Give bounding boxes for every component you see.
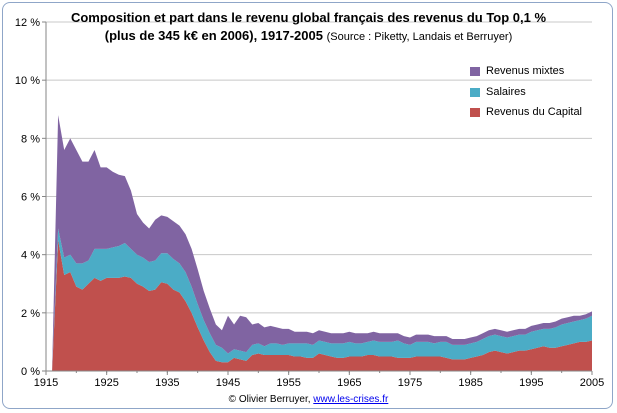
chart-title: Composition et part dans le revenu globa… — [70, 10, 547, 25]
x-tick-label: 1955 — [276, 377, 300, 389]
legend-item-revenus-mixtes: Revenus mixtes — [470, 64, 564, 78]
x-tick-label: 2005 — [580, 377, 604, 389]
chart-subtitle-main: (plus de 345 k€ en 2006), 1917-2005 — [104, 28, 323, 43]
area-series-revenus-du-capital — [46, 240, 592, 371]
y-tick-label: 2 % — [21, 308, 40, 320]
area-series-salaires — [46, 228, 592, 371]
legend-swatch-revenus-mixtes — [470, 66, 480, 76]
y-tick-label: 0 % — [21, 366, 40, 378]
legend-label-salaires: Salaires — [486, 86, 526, 98]
x-tick-label: 1995 — [519, 377, 543, 389]
credit-text: © Olivier Berruyer, — [228, 394, 311, 405]
x-tick-label: 1935 — [155, 377, 179, 389]
legend-label-revenus-du-capital: Revenus du Capital — [486, 106, 583, 118]
y-tick-label: 8 % — [21, 133, 40, 145]
legend-item-revenus-du-capital: Revenus du Capital — [470, 105, 582, 119]
x-tick-label: 1975 — [398, 377, 422, 389]
legend-label-revenus-mixtes: Revenus mixtes — [486, 65, 565, 77]
stacked-areas — [46, 115, 592, 371]
x-tick-label: 1925 — [94, 377, 118, 389]
legend-item-salaires: Salaires — [470, 85, 526, 99]
legend-swatch-revenus-du-capital — [470, 107, 480, 117]
legend-swatch-salaires — [470, 87, 480, 97]
x-tick-label: 1985 — [458, 377, 482, 389]
y-tick-label: 10 % — [15, 75, 40, 87]
x-tick-label: 1945 — [216, 377, 240, 389]
chart-source: (Source : Piketty, Landais et Berruyer) — [326, 31, 513, 43]
x-tick-label: 1915 — [34, 377, 58, 389]
y-tick-label: 4 % — [21, 250, 40, 262]
axes: 0 % 2 % 4 % 6 % 8 % 10 % 12 % 1915 1925 1935 1945 1… — [15, 17, 604, 389]
y-tick-label: 6 % — [21, 192, 40, 204]
chart-subtitle: (plus de 345 k€ en 2006), 1917-2005 (Sou… — [0, 28, 617, 43]
credit-line: © Olivier Berruyer, www.les-crises.fr — [0, 394, 617, 405]
y-tick-label: 12 % — [15, 17, 40, 29]
area-series-revenus-mixtes — [46, 115, 592, 371]
credit-link[interactable]: www.les-crises.fr — [313, 394, 389, 405]
x-tick-label: 1965 — [337, 377, 361, 389]
